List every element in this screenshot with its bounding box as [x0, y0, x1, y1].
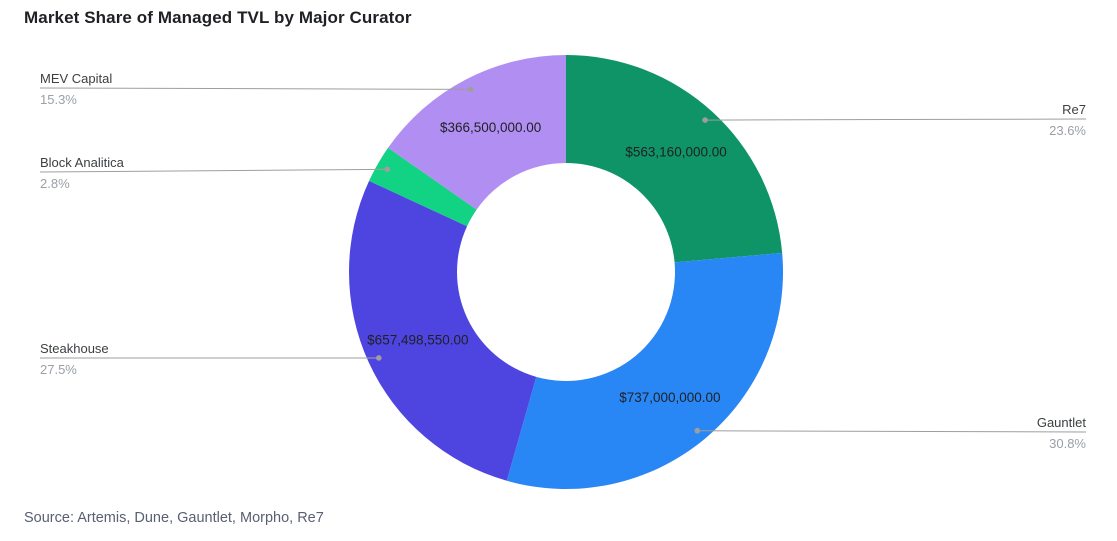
slice-gauntlet[interactable] [506, 252, 783, 489]
callout-percent-block-analitica: 2.8% [40, 176, 70, 191]
slice-mev-capital[interactable] [388, 55, 566, 210]
callout-label-mev-capital: MEV Capital [40, 71, 113, 86]
leader-dot-block-analitica [384, 166, 391, 173]
slice-re7[interactable] [566, 55, 783, 263]
leader-dot-gauntlet [694, 427, 701, 434]
value-label-mev-capital: $366,500,000.00 [440, 120, 541, 135]
leader-dot-mev-capital [467, 86, 474, 93]
callout-label-steakhouse: Steakhouse [40, 341, 109, 356]
callout-percent-gauntlet: 30.8% [1049, 436, 1086, 451]
donut-slices [348, 55, 783, 489]
value-label-steakhouse: $657,498,550.00 [367, 333, 468, 348]
slice-value-labels: $563,160,000.00 $737,000,000.00 $657,498,5… [367, 120, 727, 405]
value-label-re7: $563,160,000.00 [625, 144, 726, 159]
leader-dot-steakhouse [375, 355, 382, 361]
callout-leader-lines [39, 86, 1087, 434]
callout-label-block-analitica: Block Analitica [40, 155, 124, 170]
leader-line-mev-capital [39, 87, 471, 90]
callout-label-gauntlet: Gauntlet [1036, 415, 1086, 430]
leader-line-re7 [705, 118, 1087, 121]
leader-line-block-analitica [39, 168, 388, 173]
leader-dot-re7 [702, 117, 708, 123]
callout-percent-steakhouse: 27.5% [40, 362, 77, 377]
slice-block-analitica[interactable] [369, 147, 477, 227]
callout-label-re7: Re7 [1062, 102, 1086, 117]
slice-steakhouse[interactable] [348, 180, 537, 481]
callout-percent-re7: 23.6% [1049, 123, 1086, 138]
chart-title: Market Share of Managed TVL by Major Cur… [24, 8, 412, 27]
source-note: Source: Artemis, Dune, Gauntlet, Morpho,… [24, 510, 324, 526]
leader-line-gauntlet [697, 430, 1087, 433]
callout-percent-mev-capital: 15.3% [40, 92, 77, 107]
value-label-gauntlet: $737,000,000.00 [619, 390, 720, 405]
